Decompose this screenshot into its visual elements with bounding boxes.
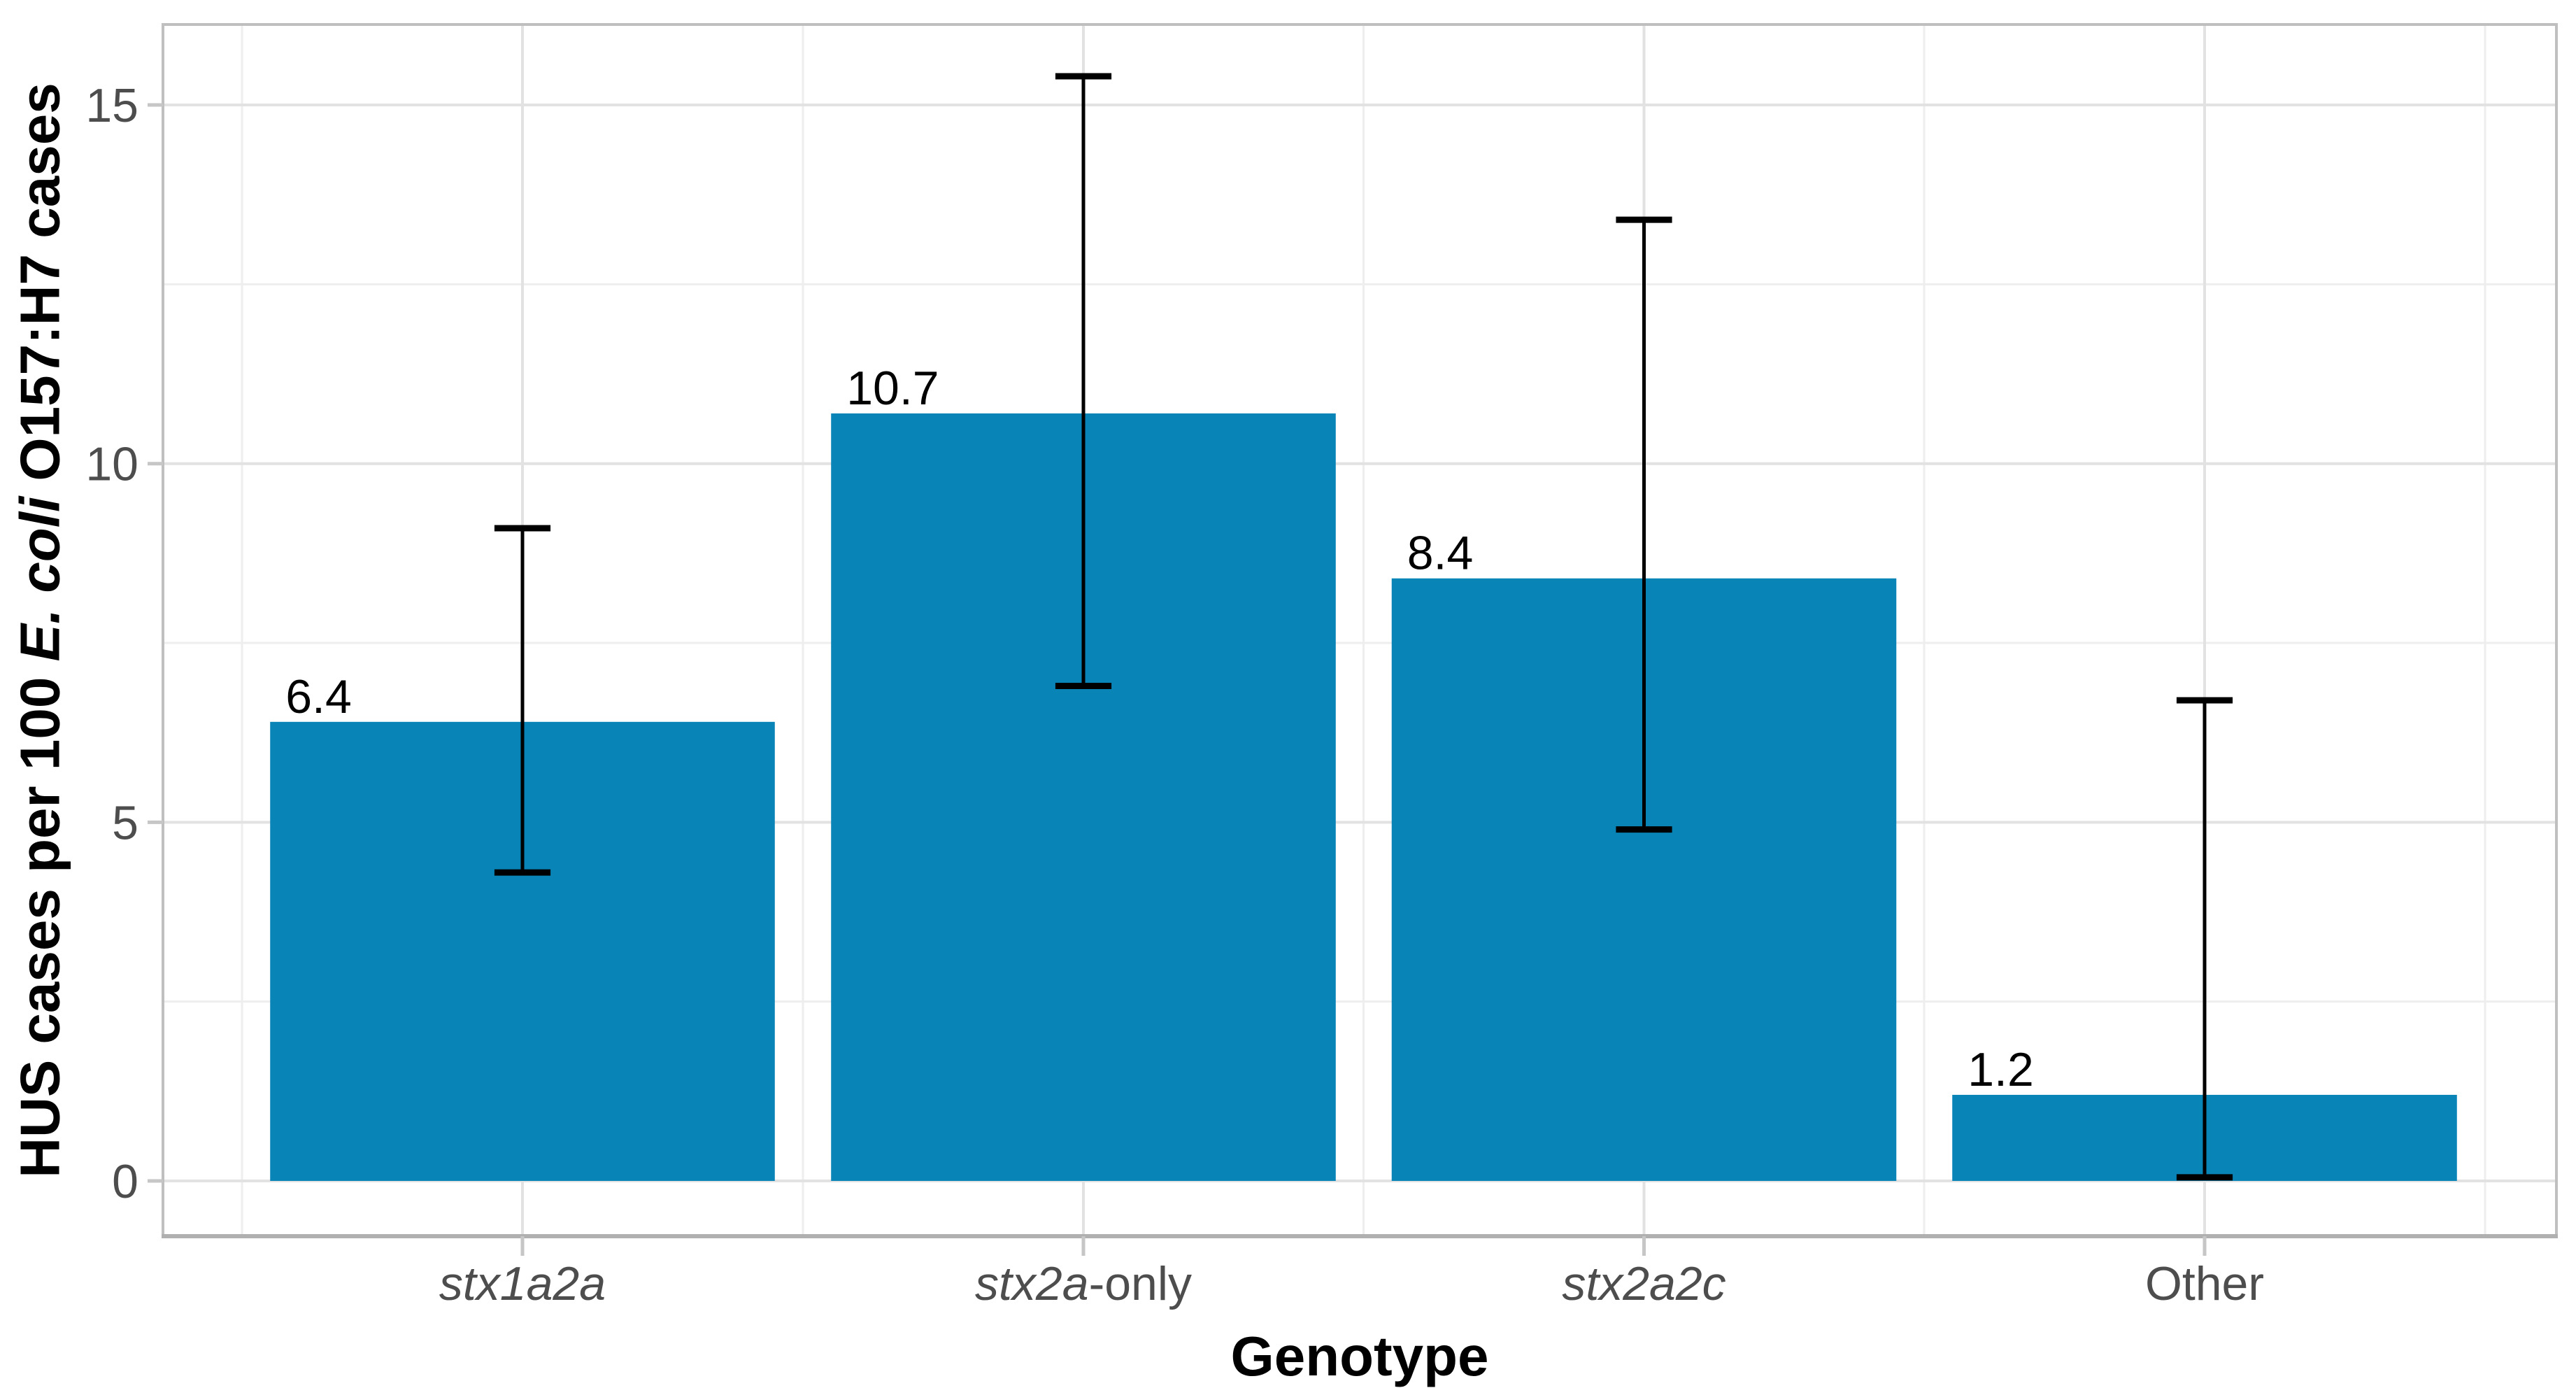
y-axis-title-text: HUS cases per 100 E. coli O157:H7 cases	[8, 83, 73, 1177]
error-bar-stx1a2a	[494, 525, 551, 876]
y-axis-title-italic: E. coli	[9, 496, 71, 662]
x-tick-label-stx2a2c: stx2a2c	[1562, 1257, 1725, 1310]
error-bar-stx2a2c	[1616, 216, 1672, 833]
y-tick-label: 0	[112, 1155, 138, 1208]
y-axis-title-suffix: O157:H7 cases	[9, 83, 71, 497]
error-bar-stx2a-only	[1055, 73, 1112, 690]
bar-value-label: 10.7	[846, 362, 939, 415]
y-tick-label: 5	[112, 796, 138, 849]
y-axis-title-prefix: HUS cases per 100	[9, 661, 71, 1178]
x-tick-label-stx1a2a: stx1a2a	[439, 1257, 606, 1310]
bar-value-label: 6.4	[285, 670, 352, 723]
y-tick-label: 15	[85, 79, 138, 132]
x-tick-label-Other: Other	[2145, 1257, 2264, 1310]
y-tick-label: 10	[85, 438, 138, 491]
bar-value-label: 8.4	[1407, 527, 1474, 580]
error-bar-Other	[2176, 697, 2233, 1181]
x-axis-title: Genotype	[1230, 1325, 1489, 1387]
y-axis-title: HUS cases per 100 E. coli O157:H7 cases	[6, 24, 76, 1236]
x-tick-label-stx2a-only: stx2a-only	[975, 1257, 1192, 1310]
bar-value-label: 1.2	[1967, 1043, 2034, 1096]
